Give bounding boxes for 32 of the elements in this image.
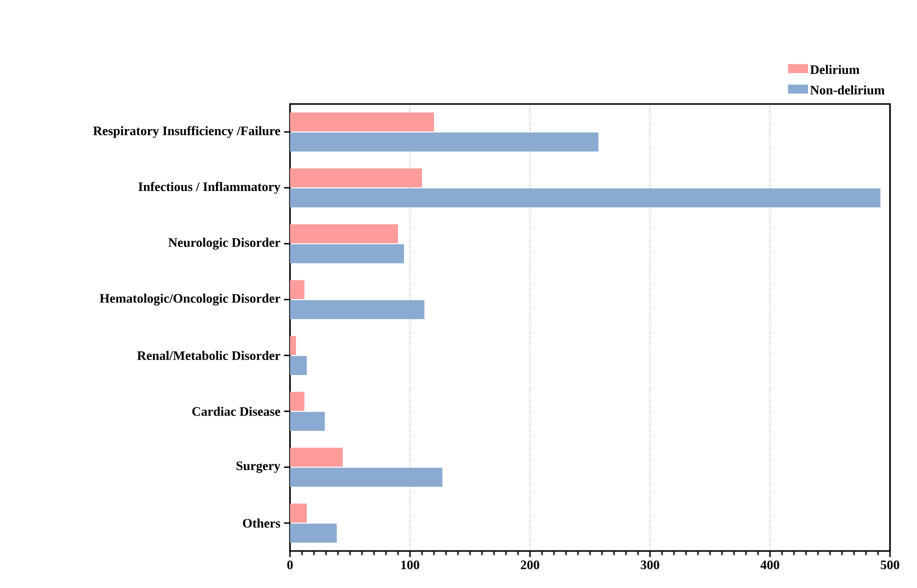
bar xyxy=(290,188,880,208)
legend-label: Non-delirium xyxy=(810,85,885,94)
bar xyxy=(290,224,398,244)
y-tick-label: Neurologic Disorder xyxy=(168,238,280,250)
x-tick-label: 400 xyxy=(760,560,780,570)
x-tick-label: 100 xyxy=(401,560,420,570)
bar xyxy=(290,392,304,411)
y-tick-label: Cardiac Disease xyxy=(192,406,280,416)
bar xyxy=(290,504,307,523)
y-tick-label: Others xyxy=(242,518,280,528)
bar xyxy=(290,336,296,355)
bar xyxy=(290,524,337,543)
bar xyxy=(290,168,422,188)
y-tick-label: Hematologic/Oncologic Disorder xyxy=(100,294,280,306)
y-tick-label: Infectious / Inflammatory xyxy=(138,182,280,194)
bar xyxy=(290,356,307,375)
x-tick-label: 200 xyxy=(520,560,540,570)
y-tick-label: Renal/Metabolic Disorder xyxy=(137,350,280,360)
bar xyxy=(290,132,598,152)
x-tick-label: 0 xyxy=(287,560,293,570)
y-tick-label: Respiratory Insufficiency /Failure xyxy=(93,126,280,138)
bar xyxy=(290,112,434,132)
bar xyxy=(290,448,343,467)
bar xyxy=(290,412,325,431)
bar xyxy=(290,244,404,264)
bar xyxy=(290,300,424,320)
y-tick-label: Surgery xyxy=(236,461,280,473)
x-tick-label: 500 xyxy=(880,560,900,570)
bar xyxy=(290,280,304,300)
bar xyxy=(290,468,442,487)
x-tick-label: 300 xyxy=(640,560,660,570)
legend-label: Delirium xyxy=(810,64,860,74)
